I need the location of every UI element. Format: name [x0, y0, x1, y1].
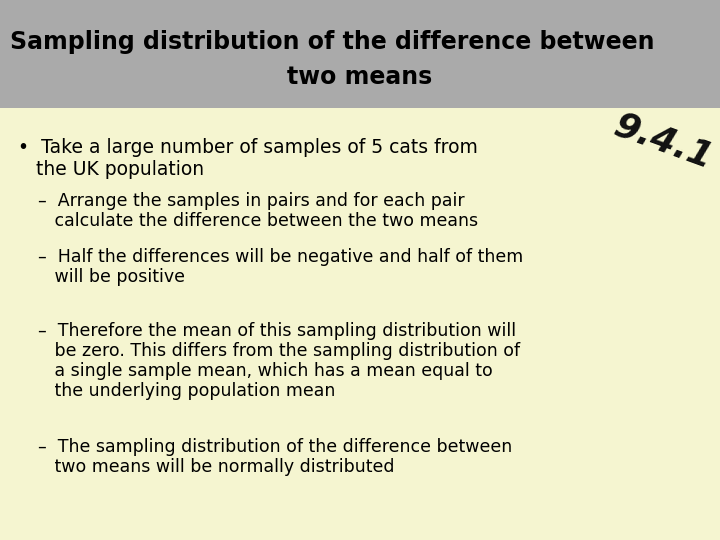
Text: a single sample mean, which has a mean equal to: a single sample mean, which has a mean e…: [38, 362, 492, 380]
Text: two means will be normally distributed: two means will be normally distributed: [38, 458, 395, 476]
Text: Sampling distribution of the difference between: Sampling distribution of the difference …: [10, 30, 654, 54]
Text: calculate the difference between the two means: calculate the difference between the two…: [38, 212, 478, 230]
Text: –  Arrange the samples in pairs and for each pair: – Arrange the samples in pairs and for e…: [38, 192, 464, 210]
Text: –  Therefore the mean of this sampling distribution will: – Therefore the mean of this sampling di…: [38, 322, 516, 340]
Text: the UK population: the UK population: [18, 160, 204, 179]
Bar: [0, 0, 720, 108]
Text: two means: two means: [287, 65, 433, 89]
Text: –  Half the differences will be negative and half of them: – Half the differences will be negative …: [38, 248, 523, 266]
Text: the underlying population mean: the underlying population mean: [38, 382, 336, 400]
Text: •  Take a large number of samples of 5 cats from: • Take a large number of samples of 5 ca…: [18, 138, 478, 157]
Text: be zero. This differs from the sampling distribution of: be zero. This differs from the sampling …: [38, 342, 520, 360]
Text: 9.4.1: 9.4.1: [610, 108, 718, 175]
Text: will be positive: will be positive: [38, 268, 185, 286]
Text: –  The sampling distribution of the difference between: – The sampling distribution of the diffe…: [38, 438, 512, 456]
